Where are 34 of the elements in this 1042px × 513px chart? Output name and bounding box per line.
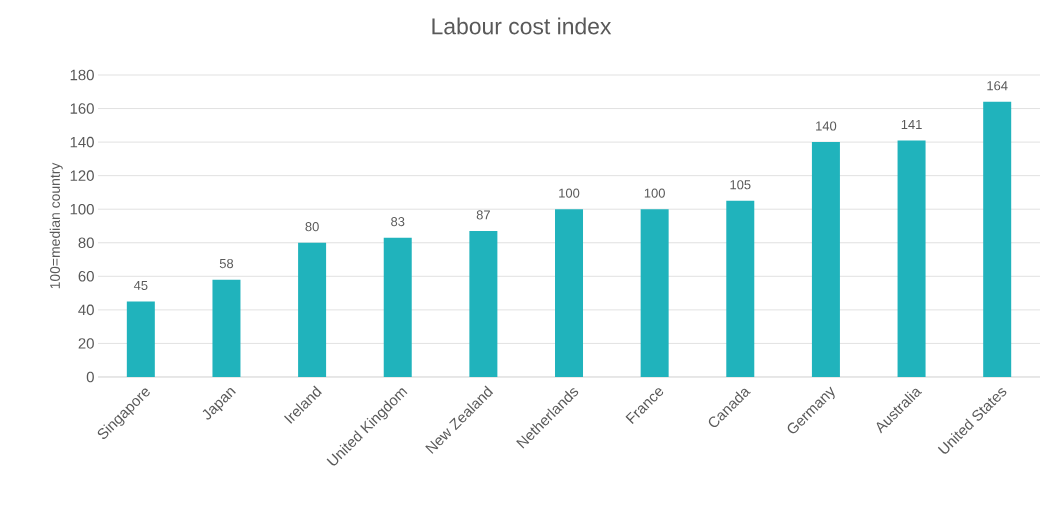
data-label: 100 bbox=[644, 188, 665, 198]
data-label: 140 bbox=[816, 121, 837, 131]
y-tick-label: 160 bbox=[70, 103, 94, 114]
bar bbox=[640, 209, 669, 377]
bar bbox=[298, 242, 327, 377]
bar bbox=[555, 209, 584, 377]
bar bbox=[383, 237, 412, 377]
bar bbox=[983, 101, 1012, 377]
bar bbox=[726, 200, 755, 377]
data-label: 164 bbox=[987, 81, 1008, 91]
bar bbox=[469, 231, 498, 377]
y-tick-label: 140 bbox=[70, 136, 94, 148]
data-label: 45 bbox=[133, 280, 148, 290]
y-tick-label: 60 bbox=[78, 271, 94, 282]
y-tick-label: 100 bbox=[70, 203, 94, 215]
y-tick-label: 180 bbox=[70, 69, 94, 81]
y-tick-label: 120 bbox=[70, 170, 94, 181]
y-tick-label: 20 bbox=[78, 338, 94, 349]
y-tick-label: 80 bbox=[78, 237, 94, 249]
bar bbox=[212, 279, 241, 377]
data-label: 80 bbox=[305, 222, 319, 232]
bar bbox=[897, 140, 926, 377]
data-label: 83 bbox=[391, 217, 405, 227]
data-label: 105 bbox=[730, 180, 751, 190]
chart-title: Labour cost index bbox=[432, 17, 612, 35]
data-label: 100 bbox=[559, 188, 580, 198]
y-tick-label: 40 bbox=[78, 304, 94, 316]
data-label: 87 bbox=[476, 210, 490, 220]
bar bbox=[811, 142, 840, 377]
data-label: 141 bbox=[901, 119, 922, 129]
bar bbox=[126, 301, 155, 377]
y-axis-title: 100=median country bbox=[49, 162, 63, 289]
data-label: 58 bbox=[219, 258, 234, 269]
y-tick-label: 0 bbox=[86, 371, 94, 383]
